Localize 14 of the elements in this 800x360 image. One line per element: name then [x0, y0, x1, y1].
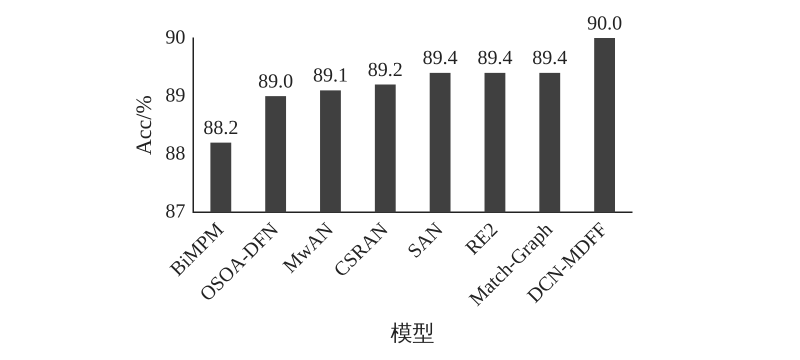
y-tick-label: 87: [165, 200, 186, 223]
y-tick-label: 90: [165, 26, 186, 48]
data-label: 89.1: [312, 64, 348, 87]
data-label: 89.4: [477, 47, 512, 70]
y-tick-label: 89: [165, 84, 186, 106]
data-label: 89.4: [422, 47, 458, 70]
data-label: 88.2: [203, 116, 238, 139]
y-axis-title: Acc/%: [130, 95, 156, 156]
x-axis-title: 模型: [390, 320, 435, 346]
y-tick-label: 88: [165, 142, 186, 165]
data-label: 90.0: [587, 12, 622, 34]
data-label: 89.2: [368, 58, 403, 81]
data-label: 89.4: [532, 47, 568, 70]
data-label: 89.0: [258, 70, 294, 92]
